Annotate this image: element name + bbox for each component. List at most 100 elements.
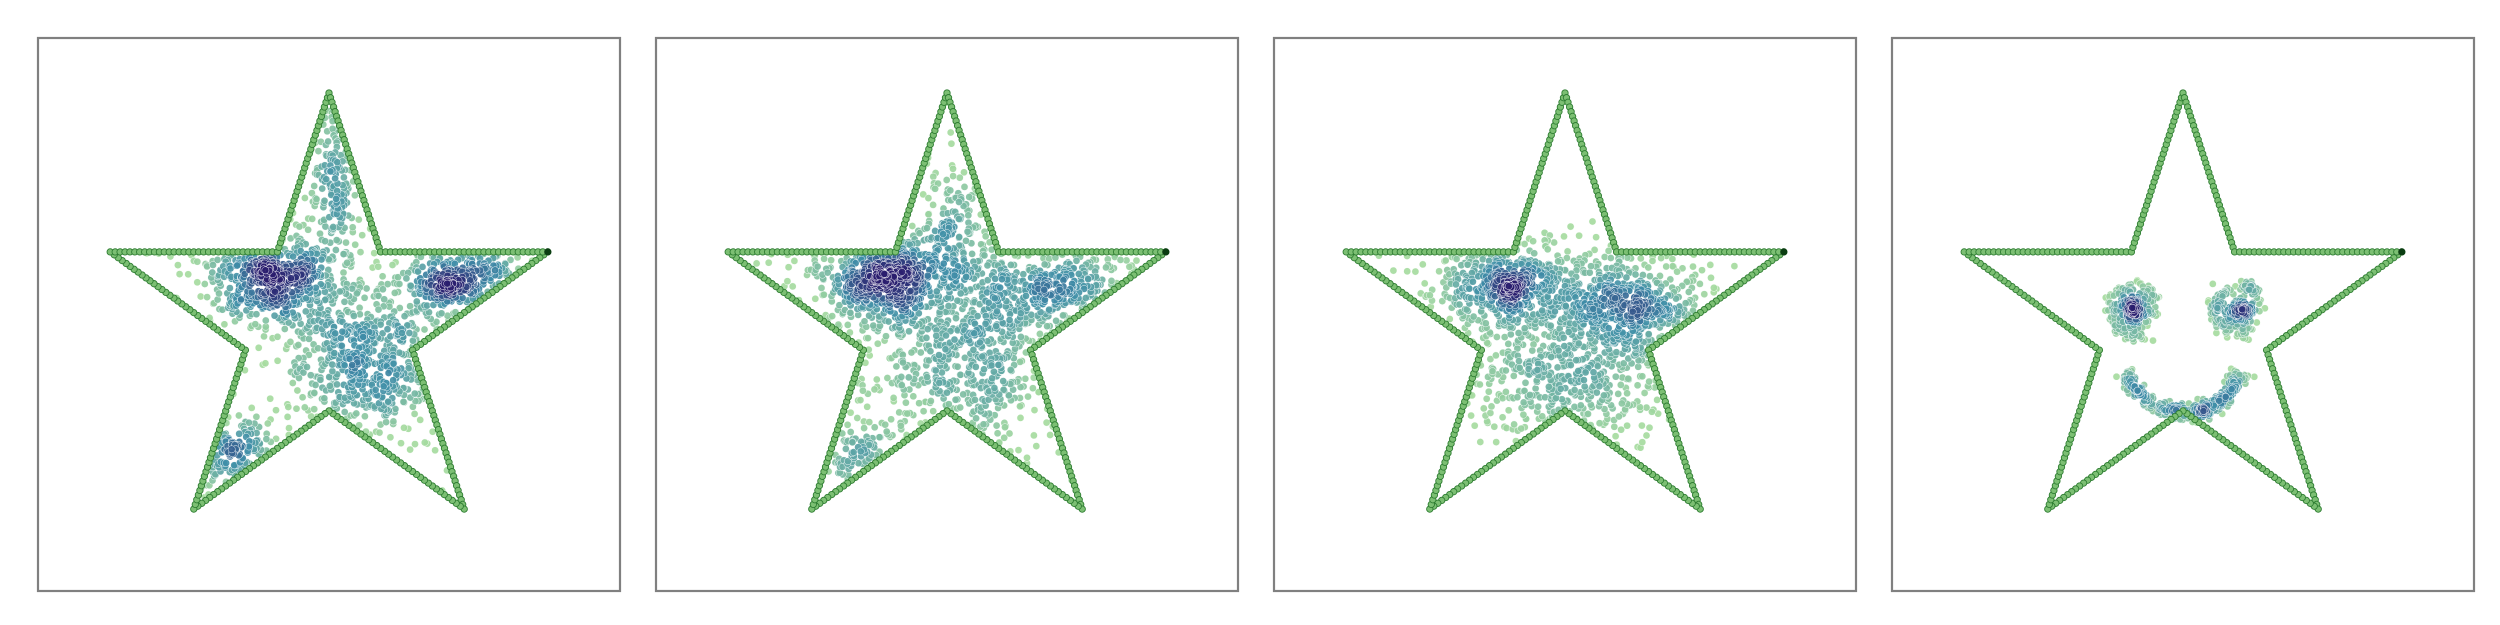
sample-point bbox=[260, 332, 268, 341]
sample-point bbox=[956, 370, 965, 379]
sample-point bbox=[328, 124, 337, 133]
sample-point bbox=[1615, 412, 1623, 421]
sample-point bbox=[946, 128, 955, 137]
sample-point bbox=[971, 363, 980, 371]
sample-point bbox=[1696, 280, 1704, 288]
sample-point bbox=[887, 415, 895, 424]
sample-point bbox=[362, 284, 371, 293]
density-samples bbox=[142, 104, 544, 502]
sample-point bbox=[215, 289, 223, 298]
boundary-start-point bbox=[544, 248, 552, 256]
sample-point bbox=[993, 307, 1001, 316]
sample-point bbox=[927, 299, 936, 307]
sample-point bbox=[981, 232, 990, 241]
sample-point bbox=[951, 395, 960, 404]
sample-point bbox=[1418, 260, 1427, 269]
scatter-panel-1 bbox=[36, 36, 622, 593]
sample-point bbox=[395, 280, 404, 288]
sample-point bbox=[261, 359, 270, 368]
sample-point bbox=[374, 262, 383, 271]
sample-point bbox=[295, 222, 304, 231]
sample-point bbox=[1519, 410, 1528, 419]
sample-point bbox=[293, 386, 302, 395]
sample-point bbox=[333, 380, 341, 389]
sample-point bbox=[827, 256, 835, 265]
sample-point bbox=[339, 250, 348, 258]
sample-point bbox=[356, 248, 365, 256]
sample-point bbox=[869, 321, 878, 330]
sample-point bbox=[1420, 279, 1429, 288]
sample-point bbox=[916, 348, 925, 357]
sample-point bbox=[1570, 386, 1579, 394]
sample-point bbox=[991, 274, 1000, 283]
sample-point bbox=[856, 396, 865, 404]
sample-point bbox=[326, 382, 334, 390]
sample-point bbox=[1684, 288, 1693, 296]
sample-point bbox=[880, 270, 889, 278]
sample-point bbox=[384, 369, 393, 377]
sample-point bbox=[1478, 255, 1487, 264]
sample-point bbox=[990, 294, 999, 303]
sample-point bbox=[1588, 217, 1597, 226]
sample-point bbox=[423, 301, 431, 310]
sample-point bbox=[227, 445, 236, 454]
sample-point bbox=[1435, 267, 1443, 276]
sample-point bbox=[949, 172, 957, 180]
sample-point bbox=[1482, 394, 1491, 403]
sample-point bbox=[788, 282, 797, 291]
sample-point bbox=[1657, 254, 1665, 262]
sample-point bbox=[400, 312, 409, 321]
sample-point bbox=[1553, 363, 1562, 372]
sample-point bbox=[354, 215, 363, 224]
sample-point bbox=[864, 334, 872, 342]
sample-point bbox=[287, 274, 295, 283]
sample-point bbox=[843, 420, 852, 429]
sample-point bbox=[949, 164, 957, 173]
sample-point bbox=[978, 352, 987, 361]
sample-point bbox=[418, 263, 427, 271]
sample-point bbox=[271, 287, 279, 296]
sample-point bbox=[1411, 267, 1420, 276]
sample-point bbox=[397, 439, 405, 448]
boundary-start-point bbox=[1162, 248, 1170, 256]
sample-point bbox=[491, 266, 499, 275]
sample-point bbox=[1580, 376, 1588, 384]
sample-point bbox=[1513, 393, 1522, 402]
sample-point bbox=[923, 373, 931, 381]
sample-point bbox=[1498, 413, 1507, 422]
sample-point bbox=[380, 295, 389, 304]
sample-point bbox=[1529, 237, 1537, 246]
sample-point bbox=[764, 258, 773, 267]
sample-point bbox=[1506, 330, 1515, 339]
sample-point bbox=[1533, 366, 1542, 374]
sample-point bbox=[388, 261, 397, 269]
sample-point bbox=[443, 279, 452, 288]
sample-point bbox=[322, 175, 331, 184]
sample-point bbox=[846, 428, 855, 436]
sample-point bbox=[1032, 442, 1041, 450]
sample-point bbox=[1600, 391, 1608, 400]
scatter-panel-2 bbox=[654, 36, 1240, 593]
sample-point bbox=[298, 393, 307, 402]
sample-point bbox=[1036, 330, 1044, 338]
sample-point bbox=[817, 284, 826, 292]
sample-point bbox=[361, 412, 369, 421]
sample-point bbox=[965, 193, 974, 201]
sample-point bbox=[358, 231, 367, 240]
sample-point bbox=[200, 280, 209, 288]
sample-point bbox=[333, 158, 342, 167]
sample-point bbox=[1000, 433, 1009, 442]
sample-point bbox=[348, 284, 356, 293]
sample-point bbox=[939, 230, 947, 238]
sample-point bbox=[1520, 324, 1529, 333]
sample-point bbox=[1559, 333, 1568, 342]
sample-point bbox=[1644, 263, 1653, 272]
sample-point bbox=[956, 403, 965, 412]
sample-point bbox=[1515, 357, 1523, 365]
sample-point bbox=[1614, 390, 1623, 398]
sample-point bbox=[1561, 302, 1570, 310]
sample-point bbox=[1662, 262, 1671, 271]
sample-point bbox=[875, 433, 884, 442]
sample-point bbox=[1617, 425, 1625, 434]
sample-point bbox=[1467, 411, 1475, 420]
